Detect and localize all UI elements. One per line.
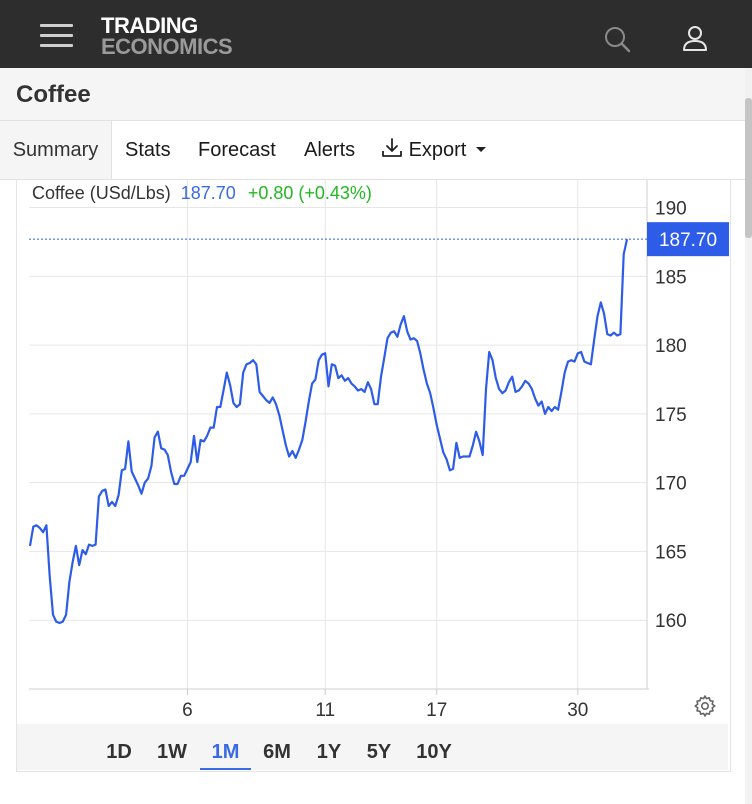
tab-alerts[interactable]: Alerts xyxy=(304,139,356,161)
tab-bar: Summary Stats Forecast Alerts Export xyxy=(0,121,745,180)
chart-series xyxy=(28,238,647,625)
chart-settings-gear-icon[interactable] xyxy=(693,694,717,718)
range-10y[interactable]: 10Y xyxy=(416,741,452,763)
x-tick-label: 6 xyxy=(182,700,193,721)
tab-summary[interactable]: Summary xyxy=(0,121,112,179)
chart-panel: 190 185 180 175 170 165 160 6 11 17 30 187.70 Coffe… xyxy=(16,180,731,772)
page-title-bar: Coffee xyxy=(0,68,745,121)
chart-axes xyxy=(29,180,649,695)
y-tick-label: 160 xyxy=(655,611,687,632)
chevron-down-icon xyxy=(475,146,486,152)
x-tick-label: 17 xyxy=(426,700,447,721)
y-tick-label: 175 xyxy=(655,405,687,426)
scrollbar-thumb[interactable] xyxy=(745,98,752,238)
y-tick-label: 180 xyxy=(655,336,687,357)
x-tick-label: 30 xyxy=(567,700,588,721)
range-1w[interactable]: 1W xyxy=(157,741,187,763)
range-5y[interactable]: 5Y xyxy=(366,741,392,763)
range-1d[interactable]: 1D xyxy=(106,741,132,763)
top-navigation-bar: TRADING ECONOMICS xyxy=(0,0,752,68)
search-icon[interactable] xyxy=(602,24,632,54)
y-tick-label: 185 xyxy=(655,267,687,288)
last-value-label: 187.70 xyxy=(659,230,717,251)
quote-change: +0.80 (+0.43%) xyxy=(248,183,372,203)
page-scrollbar[interactable] xyxy=(745,68,752,804)
range-6m[interactable]: 6M xyxy=(263,741,291,763)
site-logo[interactable]: TRADING ECONOMICS xyxy=(101,13,233,59)
x-tick-label: 11 xyxy=(315,700,335,721)
quote-name: Coffee (USd/Lbs) xyxy=(32,183,171,203)
tab-stats[interactable]: Stats xyxy=(125,139,171,161)
range-1m[interactable]: 1M xyxy=(200,724,251,770)
time-range-selector: 1D 1W 1M 6M 1Y 5Y 10Y xyxy=(17,724,728,770)
export-label: Export xyxy=(408,139,467,161)
range-1y[interactable]: 1Y xyxy=(316,741,342,763)
quote-price: 187.70 xyxy=(181,183,236,203)
price-chart[interactable]: 190 185 180 175 170 165 160 6 11 17 30 187.70 Coffe… xyxy=(17,180,730,725)
last-value-badge xyxy=(647,222,729,257)
price-line xyxy=(28,238,629,625)
tab-forecast[interactable]: Forecast xyxy=(198,139,276,161)
logo-line-1: TRADING xyxy=(101,13,198,38)
hamburger-menu-icon[interactable] xyxy=(40,24,73,48)
chart-grid xyxy=(29,180,647,689)
y-tick-label: 165 xyxy=(655,542,687,563)
chart-labels: 190 185 180 175 170 165 160 6 11 17 30 187.70 xyxy=(182,199,729,721)
download-icon xyxy=(382,138,402,158)
tab-export[interactable]: Export xyxy=(381,121,486,179)
quote-header: Coffee (USd/Lbs) 187.70 +0.80 (+0.43%) xyxy=(32,183,372,203)
page-title: Coffee xyxy=(16,81,91,108)
y-tick-label: 170 xyxy=(655,474,687,495)
logo-line-2: ECONOMICS xyxy=(101,34,233,59)
user-icon[interactable] xyxy=(680,24,710,54)
y-tick-label: 190 xyxy=(655,199,687,220)
